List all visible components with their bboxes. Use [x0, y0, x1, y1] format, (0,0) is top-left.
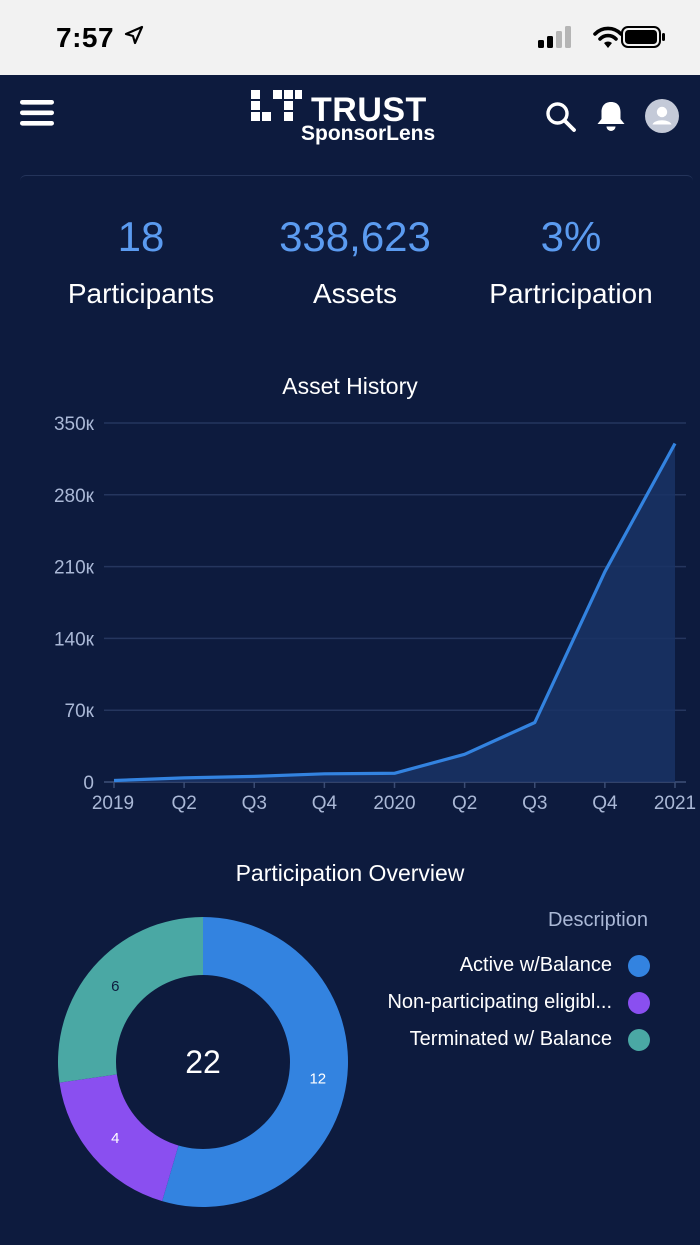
y-tick-label: 70к: [65, 701, 95, 722]
profile-button[interactable]: [645, 99, 679, 138]
status-icons: [534, 24, 666, 57]
app-screen: TRUST SponsorLens 18 Participan: [0, 75, 700, 1244]
donut-slice-label: 12: [309, 1071, 326, 1088]
y-tick-label: 140к: [54, 629, 95, 650]
participation-legend: Description Active w/Balance Non-partici…: [330, 905, 650, 1058]
donut-slice: [58, 917, 203, 1083]
x-tick-label: 2020: [373, 793, 415, 814]
legend-item-non-participating[interactable]: Non-participating eligibl...: [330, 984, 650, 1021]
donut-slice-label: 4: [111, 1130, 119, 1147]
hamburger-menu-icon: [20, 100, 54, 126]
asset-history-title: Asset History: [282, 373, 418, 399]
asset-area-fill: [114, 443, 675, 782]
notifications-button[interactable]: [594, 99, 628, 138]
donut-total-label: 22: [185, 1044, 221, 1080]
y-tick-label: 350к: [54, 414, 95, 435]
battery-icon: [621, 26, 665, 48]
metric-assets: 338,623 Assets: [245, 213, 465, 310]
legend-item-terminated[interactable]: Terminated w/ Balance: [330, 1021, 650, 1058]
donut-slice-label: 6: [111, 978, 119, 995]
legend-label: Active w/Balance: [459, 954, 612, 976]
y-tick-label: 280к: [54, 486, 95, 507]
clock-text: 7:57: [56, 22, 115, 53]
y-tick-label: 210к: [54, 558, 95, 579]
logo-mark-icon: [251, 90, 302, 121]
search-button[interactable]: [544, 100, 578, 139]
x-tick-label: 2019: [92, 793, 134, 814]
x-tick-label: 2021: [654, 793, 696, 814]
legend-dot: [628, 954, 650, 977]
donut-slice: [59, 1074, 179, 1202]
asset-history-chart: 0 70к 140к 210к 280к 350к 2019 Q2 Q3 Q4 2020 Q2 Q3 Q4…: [54, 414, 696, 814]
x-tick-label: Q2: [171, 793, 196, 814]
avatar-icon: [645, 99, 679, 133]
metric-label: Participants: [67, 278, 215, 309]
metric-label: Partricipation: [489, 278, 653, 309]
participation-donut-chart: 12 4 6 22: [58, 917, 349, 1207]
wifi-icon: [593, 26, 623, 48]
search-icon: [546, 102, 576, 132]
menu-button[interactable]: [20, 97, 56, 129]
participation-title: Participation Overview: [235, 860, 465, 886]
location-arrow-icon: [125, 25, 144, 45]
metric-participants: 18 Participants: [31, 213, 251, 310]
legend-label: Terminated w/ Balance: [409, 1028, 612, 1050]
card-top-border: [20, 175, 693, 183]
app-header: TRUST SponsorLens: [0, 75, 700, 175]
legend-dot: [628, 991, 650, 1014]
bell-icon: [597, 102, 625, 131]
x-tick-label: Q4: [592, 793, 618, 814]
metric-value: 18: [117, 213, 165, 260]
x-tick-label: Q3: [242, 793, 267, 814]
asset-series-line: [113, 442, 677, 783]
status-time: 7:57: [56, 22, 144, 54]
legend-dot: [628, 1028, 650, 1051]
legend-item-active[interactable]: Active w/Balance: [330, 947, 650, 984]
x-tick-label: Q2: [452, 793, 477, 814]
x-tick-label: Q3: [522, 793, 547, 814]
x-tick-label: Q4: [312, 793, 338, 814]
metric-value: 3%: [540, 213, 602, 260]
donut-slice: [162, 917, 349, 1207]
logo-subtitle: SponsorLens: [301, 122, 436, 145]
logo-title: TRUST: [311, 91, 427, 129]
status-bar: 7:57: [0, 0, 700, 75]
legend-title: Description: [547, 909, 648, 931]
metric-value: 338,623: [279, 213, 431, 260]
legend-label: Non-participating eligibl...: [387, 991, 612, 1013]
metric-label: Assets: [312, 278, 398, 309]
cellular-signal-icon: [538, 26, 571, 48]
metric-participation: 3% Partricipation: [461, 213, 681, 310]
y-tick-label: 0: [83, 773, 94, 794]
app-logo: TRUST SponsorLens: [248, 89, 458, 145]
